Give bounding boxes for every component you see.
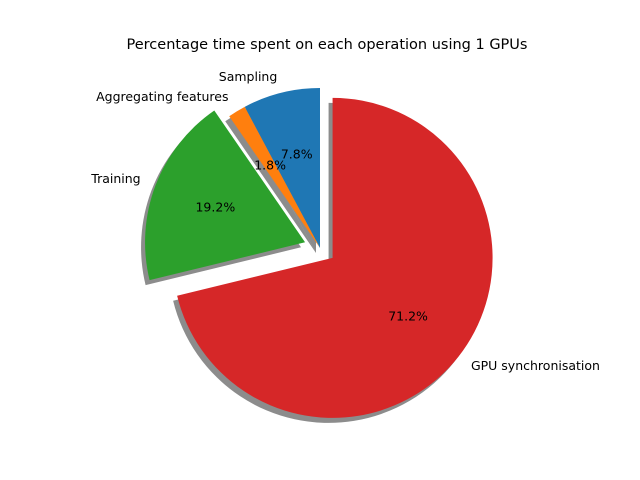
- slice-label-gpu-synchronisation: GPU synchronisation: [471, 358, 600, 373]
- slice-pct-training: 19.2%: [195, 200, 235, 215]
- slice-percentages: 7.8%1.8% 19.2% 71.2%: [195, 146, 428, 323]
- slice-pct-gpu-synchronisation: 71.2%: [388, 309, 428, 324]
- slice-sampling: [244, 88, 320, 248]
- slice-training: [145, 110, 306, 281]
- slice-label-training: Training: [90, 171, 140, 186]
- slice-label-aggregating-features: Aggregating features: [96, 89, 228, 104]
- slices: [145, 88, 493, 418]
- slice-gpu-synchronisation: [177, 97, 493, 418]
- slice-labels: Sampling Aggregating features Training GPU …: [90, 69, 600, 373]
- slice-aggregating-features: [229, 106, 320, 248]
- slice-label-sampling: Sampling: [219, 69, 278, 84]
- slice-shadow-aggregating-features: [225, 111, 316, 253]
- slice-pct-sampling: 7.8%: [281, 146, 313, 161]
- chart-title: Percentage time spent on each operation …: [127, 37, 528, 53]
- slice-pct-aggregating-features: 1.8%: [254, 157, 286, 172]
